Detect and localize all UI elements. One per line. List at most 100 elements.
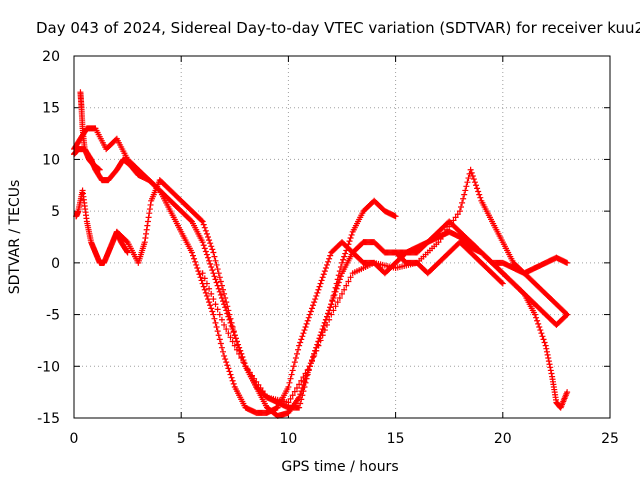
data-point (347, 235, 354, 242)
data-point (538, 330, 545, 337)
data-point (336, 268, 343, 275)
data-point (218, 316, 225, 323)
data-point (344, 244, 351, 251)
data-point (215, 332, 222, 339)
data-point (224, 362, 231, 369)
data-point (321, 327, 328, 334)
data-point (299, 333, 306, 340)
data-point (302, 323, 309, 330)
data-point (311, 299, 318, 306)
data-point (300, 374, 307, 381)
data-point (220, 348, 227, 355)
data-point (291, 388, 298, 395)
data-point (203, 280, 210, 287)
data-point (286, 379, 293, 386)
data-point (564, 311, 571, 318)
data-point (206, 299, 213, 306)
data-point (218, 344, 225, 351)
data-point (206, 257, 213, 264)
data-point (330, 307, 337, 314)
data-point (323, 321, 330, 328)
data-point (211, 253, 218, 260)
data-point (285, 399, 292, 406)
plot-frame (73, 55, 611, 419)
data-point (543, 345, 550, 352)
data-point (465, 175, 472, 182)
data-point (297, 400, 304, 407)
data-point (207, 260, 214, 267)
data-point (533, 314, 540, 321)
y-tick-label: 15 (42, 101, 60, 117)
data-point (563, 310, 570, 317)
data-point (230, 380, 237, 387)
data-point (345, 278, 352, 285)
data-point (329, 297, 336, 304)
data-point (536, 323, 543, 330)
data-point (215, 285, 222, 292)
axis-ticks: 0 5 10 15 20 25 -15 -10 -5 0 5 10 15 20 (37, 49, 619, 447)
data-point (462, 187, 469, 194)
data-point (305, 314, 312, 321)
grid-lines (74, 56, 610, 418)
data-point (213, 323, 220, 330)
data-point (221, 352, 228, 359)
data-point (325, 258, 332, 265)
data-point (457, 204, 464, 211)
data-point (306, 363, 313, 370)
data-point (323, 261, 330, 268)
data-point (203, 292, 210, 299)
data-point (220, 286, 227, 293)
y-axis-label: SDTVAR / TECUs (7, 180, 23, 295)
data-point (227, 371, 234, 378)
data-point (209, 267, 216, 274)
data-point (347, 274, 354, 281)
data-point (334, 299, 341, 306)
data-point (327, 304, 334, 311)
data-point (145, 214, 152, 221)
data-marks (71, 89, 571, 419)
data-point (205, 254, 211, 261)
data-point (343, 247, 350, 254)
data-point (468, 169, 475, 176)
data-point (228, 374, 235, 381)
data-point (332, 303, 339, 310)
data-point (328, 311, 335, 318)
data-point (211, 273, 218, 280)
data-point (209, 308, 216, 315)
data-point (543, 348, 550, 355)
data-point (303, 320, 310, 327)
data-point (200, 221, 207, 228)
data-point (206, 237, 213, 244)
data-point (208, 263, 215, 270)
data-point (210, 296, 217, 303)
data-point (308, 358, 315, 365)
x-axis-label: GPS time / hours (281, 459, 398, 475)
data-point (322, 265, 329, 272)
data-point (318, 329, 325, 336)
data-point (330, 292, 337, 299)
data-point (300, 330, 307, 337)
data-point (214, 266, 221, 273)
data-point (311, 352, 318, 359)
data-point (287, 395, 294, 402)
data-point (198, 217, 205, 224)
data-point (200, 283, 207, 290)
data-point (293, 385, 300, 392)
data-point (123, 238, 130, 245)
data-point (475, 188, 482, 195)
data-point (261, 391, 268, 398)
data-point (287, 375, 294, 382)
data-point (463, 183, 470, 190)
data-point (226, 316, 233, 323)
data-point (307, 308, 314, 315)
data-point (216, 336, 223, 343)
data-point (187, 217, 194, 224)
data-point (542, 342, 549, 349)
x-tick-label: 5 (177, 431, 186, 447)
data-point (323, 313, 330, 320)
data-point (147, 201, 154, 208)
data-point (214, 328, 221, 335)
data-point (306, 311, 313, 318)
data-point (221, 290, 228, 297)
data-point (201, 275, 208, 282)
